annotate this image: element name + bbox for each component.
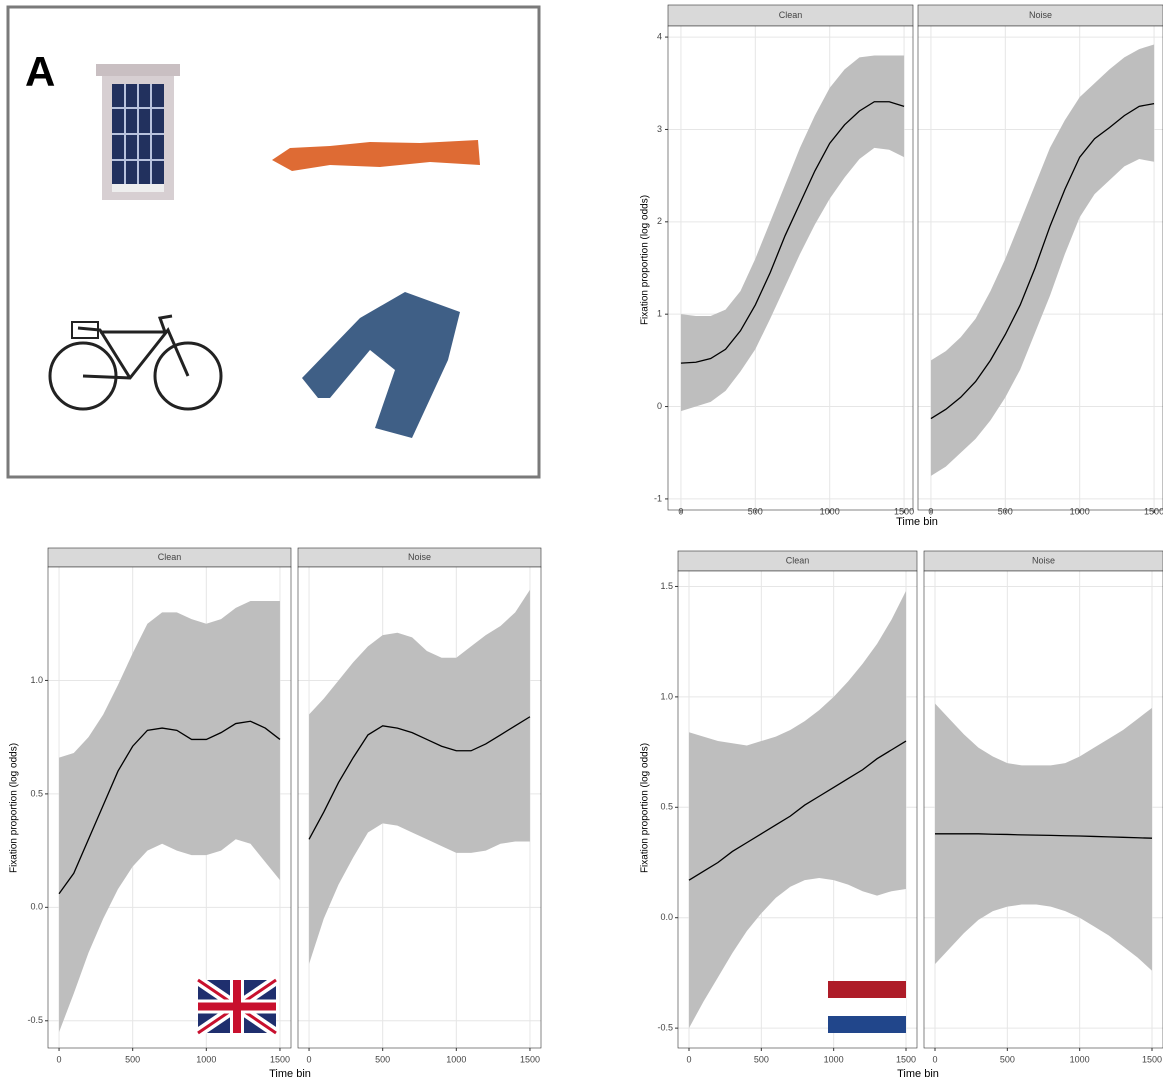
x-tick-label: 1500 (894, 506, 914, 516)
facet-title: Noise (1029, 10, 1052, 20)
fit-line (930, 102, 1155, 420)
x-tick-label: 0 (686, 1054, 691, 1064)
panel-label: A (25, 48, 55, 95)
y-axis-title: Fixation proportion (log odds) (640, 195, 651, 325)
dutch-flag (828, 981, 906, 1033)
x-tick-label: 1000 (446, 1054, 466, 1064)
x-tick-label: 1000 (1070, 506, 1090, 516)
bicycle-image (48, 314, 223, 411)
x-axis-title: Time bin (896, 516, 938, 528)
y-tick-label: 1.0 (660, 691, 673, 701)
confidence-band (680, 55, 905, 412)
confidence-band (934, 703, 1153, 971)
y-tick-label: 1.0 (30, 675, 43, 685)
x-tick-label: 500 (748, 506, 763, 516)
x-tick-label: 1500 (896, 1054, 916, 1064)
x-tick-label: 1000 (824, 1054, 844, 1064)
uk-flag (195, 975, 279, 1038)
y-tick-label: 0.5 (30, 788, 43, 798)
panel-border (677, 570, 918, 1049)
y-tick-label: 1 (657, 309, 662, 319)
y-tick-label: -0.5 (657, 1023, 673, 1033)
x-tick-label: 500 (375, 1054, 390, 1064)
x-axis-title: Time bin (897, 1068, 939, 1080)
panel-a-frame (6, 5, 541, 479)
y-tick-label: -0.5 (27, 1015, 43, 1025)
panel-border (917, 25, 1163, 511)
facet-title: Noise (408, 552, 431, 562)
facet-title: Noise (1032, 555, 1055, 565)
y-tick-label: -1 (654, 493, 662, 503)
y-tick-label: 0 (657, 401, 662, 411)
scarf-image (272, 140, 480, 171)
panel-border (297, 566, 542, 1049)
facet-title: Clean (779, 10, 803, 20)
x-tick-label: 1000 (196, 1054, 216, 1064)
x-tick-label: 500 (754, 1054, 769, 1064)
facet-title: Clean (786, 555, 810, 565)
confidence-band (930, 44, 1155, 476)
fit-line (58, 720, 281, 895)
x-tick-label: 0 (678, 506, 683, 516)
window-image (96, 64, 180, 200)
x-tick-label: 1500 (1142, 1054, 1162, 1064)
y-tick-label: 0.0 (30, 902, 43, 912)
x-tick-label: 0 (307, 1054, 312, 1064)
facet-title: Clean (158, 552, 182, 562)
x-tick-label: 500 (998, 506, 1013, 516)
fit-line (680, 101, 905, 364)
x-tick-label: 500 (1000, 1054, 1015, 1064)
x-tick-label: 1000 (1070, 1054, 1090, 1064)
y-axis-title: Fixation proportion (log odds) (640, 743, 651, 873)
fit-line (308, 716, 531, 840)
x-tick-label: 0 (57, 1054, 62, 1064)
fit-line (934, 833, 1153, 839)
x-axis-title: Time bin (269, 1068, 311, 1080)
y-tick-label: 0.5 (660, 802, 673, 812)
x-tick-label: 0 (932, 1054, 937, 1064)
x-tick-label: 1500 (1144, 506, 1163, 516)
y-tick-label: 4 (657, 31, 662, 41)
x-tick-label: 1500 (520, 1054, 540, 1064)
panel-border (923, 570, 1163, 1049)
x-tick-label: 500 (125, 1054, 140, 1064)
confidence-band (309, 589, 530, 965)
y-tick-label: 1.5 (660, 581, 673, 591)
y-axis-title: Fixation proportion (log odds) (9, 743, 20, 873)
x-tick-label: 1500 (270, 1054, 290, 1064)
confidence-band (59, 601, 280, 1033)
panel-border (47, 566, 292, 1049)
x-tick-label: 0 (928, 506, 933, 516)
jeans-image (302, 292, 460, 438)
y-tick-label: 2 (657, 216, 662, 226)
x-tick-label: 1000 (820, 506, 840, 516)
confidence-band (688, 590, 907, 1029)
panel-border (667, 25, 914, 511)
y-tick-label: 3 (657, 124, 662, 134)
fit-line (688, 740, 907, 881)
y-tick-label: 0.0 (660, 912, 673, 922)
